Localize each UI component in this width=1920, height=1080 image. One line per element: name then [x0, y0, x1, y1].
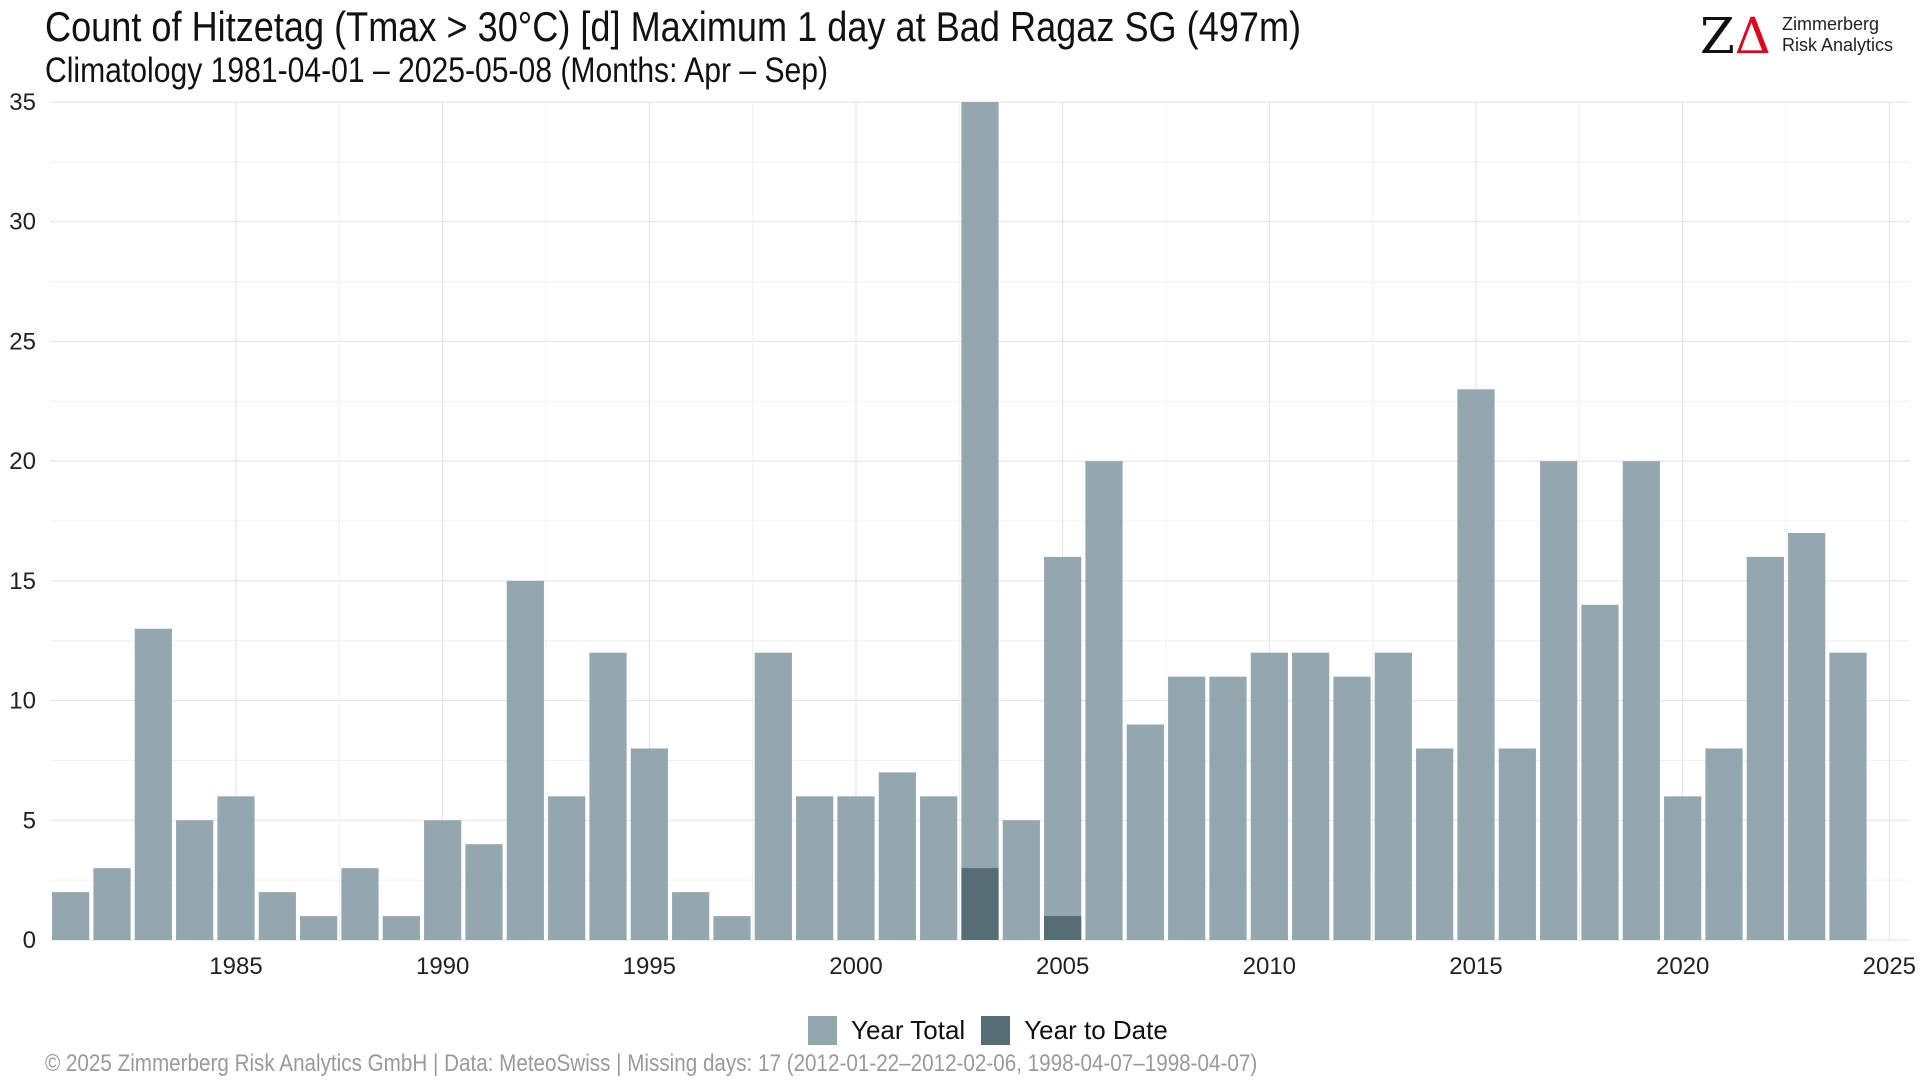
- bar-year-total-2012: [1333, 676, 1371, 940]
- bar-year-total-2009: [1209, 676, 1247, 940]
- bar-year-total-1981: [52, 892, 90, 940]
- bar-year-total-2019: [1622, 461, 1660, 940]
- x-axis-ticks: 1985 1990 1995 2000 2005 2010 2015 2020 2025: [209, 953, 1916, 980]
- bar-year-total-2013: [1374, 652, 1412, 940]
- bar-year-total-1987: [300, 916, 338, 940]
- bar-year-total-2000: [837, 796, 875, 940]
- legend-swatch-year-to-date: [981, 1015, 1011, 1045]
- bar-year-to-date-2003: [961, 868, 999, 940]
- bar-year-total-2014: [1416, 748, 1454, 940]
- bar-year-total-2022: [1746, 556, 1784, 940]
- company-logo: ZΔ Zimmerberg Risk Analytics: [1700, 8, 1900, 64]
- bar-year-total-2008: [1168, 676, 1206, 940]
- bar-year-total-2010: [1250, 652, 1288, 940]
- copyright-caption: © 2025 Zimmerberg Risk Analytics GmbH | …: [45, 1050, 1258, 1077]
- bar-year-total-2023: [1788, 532, 1826, 940]
- bar-year-total-2021: [1705, 748, 1743, 940]
- x-tick-label: 1990: [416, 953, 469, 980]
- logo-mark: ZΔ: [1700, 8, 1771, 64]
- logo-line-1: Zimmerberg: [1782, 14, 1880, 34]
- y-tick-label: 20: [9, 448, 36, 475]
- bar-year-total-1992: [506, 580, 544, 940]
- legend-item-year-total: Year Total: [808, 1015, 965, 1046]
- bar-year-total-1996: [672, 892, 710, 940]
- chart-subtitle: Climatology 1981-04-01 – 2025-05-08 (Mon…: [45, 51, 829, 90]
- bar-year-total-1985: [217, 796, 255, 940]
- bar-year-total-2005: [1044, 556, 1082, 940]
- bar-year-total-1997: [713, 916, 751, 940]
- bar-year-total-2015: [1457, 389, 1495, 940]
- bar-year-total-2020: [1664, 796, 1702, 940]
- bar-year-to-date-2005: [1044, 916, 1082, 940]
- logo-delta-letter: Δ: [1734, 7, 1771, 65]
- bar-year-total-2024: [1829, 652, 1867, 940]
- y-tick-label: 35: [9, 89, 36, 116]
- y-tick-label: 25: [9, 328, 36, 355]
- bar-year-total-2017: [1540, 461, 1578, 940]
- bar-year-total-1989: [382, 916, 420, 940]
- x-tick-label: 2005: [1036, 953, 1089, 980]
- logo-text: Zimmerberg Risk Analytics: [1782, 14, 1893, 56]
- logo-z-letter: Z: [1700, 7, 1735, 65]
- bar-year-total-1993: [548, 796, 586, 940]
- x-tick-label: 2015: [1449, 953, 1502, 980]
- legend-label-year-total: Year Total: [851, 1014, 966, 1045]
- bar-year-total-1995: [630, 748, 668, 940]
- bar-year-total-2018: [1581, 604, 1619, 940]
- legend-label-year-to-date: Year to Date: [1024, 1014, 1168, 1045]
- y-axis-ticks: 0 5 10 15 20 25 30 35: [9, 89, 36, 954]
- x-tick-label: 1985: [209, 953, 262, 980]
- bar-year-total-2006: [1085, 461, 1123, 940]
- bar-year-total-2011: [1292, 652, 1330, 940]
- legend: Year Total Year to Date: [808, 1014, 1184, 1046]
- x-tick-label: 2025: [1863, 953, 1916, 980]
- legend-swatch-year-total: [808, 1015, 837, 1045]
- bar-year-total-2001: [878, 772, 916, 940]
- chart-title: Count of Hitzetag (Tmax > 30°C) [d] Maxi…: [45, 3, 1302, 50]
- bar-year-total-2002: [920, 796, 958, 940]
- bar-year-total-2003: [961, 102, 999, 940]
- logo-line-2: Risk Analytics: [1782, 35, 1894, 55]
- bar-year-total-1990: [424, 820, 462, 940]
- y-tick-label: 10: [9, 688, 36, 715]
- y-tick-label: 0: [23, 927, 36, 954]
- bar-year-total-1991: [465, 844, 503, 940]
- bar-year-total-1999: [796, 796, 834, 940]
- x-tick-label: 1995: [623, 953, 676, 980]
- bar-year-total-1998: [754, 652, 792, 940]
- bar-year-total-2007: [1126, 724, 1164, 940]
- bar-year-total-1984: [176, 820, 214, 940]
- bar-year-total-1986: [258, 892, 296, 940]
- bar-year-total-1994: [589, 652, 627, 940]
- bar-year-total-2004: [1002, 820, 1040, 940]
- x-tick-label: 2000: [829, 953, 882, 980]
- x-tick-label: 2010: [1243, 953, 1296, 980]
- bar-year-total-1983: [134, 628, 172, 940]
- y-tick-label: 30: [9, 209, 36, 236]
- x-tick-label: 2020: [1656, 953, 1709, 980]
- y-tick-label: 15: [9, 568, 36, 595]
- bars: [52, 102, 1867, 940]
- legend-item-year-to-date: Year to Date: [981, 1015, 1168, 1046]
- bar-year-total-1982: [93, 868, 131, 940]
- bar-year-total-1988: [341, 868, 379, 940]
- bar-year-total-2016: [1498, 748, 1536, 940]
- y-tick-label: 5: [23, 807, 36, 834]
